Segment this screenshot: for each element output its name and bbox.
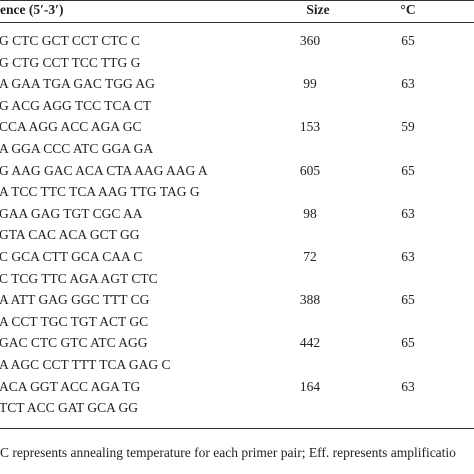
annealing-temp: 59 xyxy=(401,119,415,135)
product-size: 442 xyxy=(299,335,321,351)
reverse-primer: G CTG CCT TCC TTG G xyxy=(0,54,141,70)
reverse-primer: A TCC TTC TCA AAG TTG TAG G xyxy=(0,184,200,200)
annealing-temp: 63 xyxy=(401,76,415,92)
annealing-temp: 65 xyxy=(401,335,415,351)
forward-primer: A ATT GAG GGC TTT CG xyxy=(0,292,150,308)
product-size: 164 xyxy=(299,378,321,394)
reverse-primer: GTA CAC ACA GCT GG xyxy=(0,227,140,243)
annealing-temp: 65 xyxy=(401,292,415,308)
annealing-temp: 63 xyxy=(401,205,415,221)
reverse-primer: A AGC CCT TTT TCA GAG C xyxy=(0,357,171,372)
column-header: °C xyxy=(400,2,416,17)
reverse-primer: G ACG AGG TCC TCA CT xyxy=(0,97,152,113)
reverse-primer: TCT ACC GAT GCA GG xyxy=(0,400,139,416)
reverse-primer: A GGA CCC ATC GGA GA xyxy=(0,141,154,156)
product-size: 153 xyxy=(299,119,321,135)
top-rule xyxy=(0,0,474,1)
annealing-temp: 63 xyxy=(401,378,415,394)
forward-primer: GAC CTC GTC ATC AGG xyxy=(0,335,148,351)
forward-primer: C GCA CTT GCA CAA C xyxy=(0,249,143,264)
product-size: 72 xyxy=(303,249,317,264)
bottom-rule xyxy=(0,428,474,429)
forward-primer: CCA AGG ACC AGA GC xyxy=(0,119,142,135)
annealing-temp: 65 xyxy=(401,162,415,178)
header-rule xyxy=(0,22,474,23)
forward-primer: G CTC GCT CCT CTC C xyxy=(0,33,140,48)
annealing-temp: 65 xyxy=(401,33,415,48)
product-size: 98 xyxy=(303,205,317,221)
forward-primer: GAA GAG TGT CGC AA xyxy=(0,205,143,221)
reverse-primer: C TCG TTC AGA AGT CTC xyxy=(0,270,158,286)
footnote: C represents annealing temperature for e… xyxy=(0,445,456,460)
product-size: 360 xyxy=(299,33,321,48)
product-size: 99 xyxy=(303,76,317,92)
product-size: 605 xyxy=(299,162,321,178)
product-size: 388 xyxy=(299,292,321,308)
annealing-temp: 63 xyxy=(401,249,415,264)
column-header: Size xyxy=(306,2,330,17)
forward-primer: A GAA TGA GAC TGG AG xyxy=(0,76,155,92)
reverse-primer: A CCT TGC TGT ACT GC xyxy=(0,313,149,329)
column-header: ence (5′-3′) xyxy=(0,2,64,17)
forward-primer: G AAG GAC ACA CTA AAG AAG A xyxy=(0,162,208,178)
forward-primer: ACA GGT ACC AGA TG xyxy=(0,378,141,394)
